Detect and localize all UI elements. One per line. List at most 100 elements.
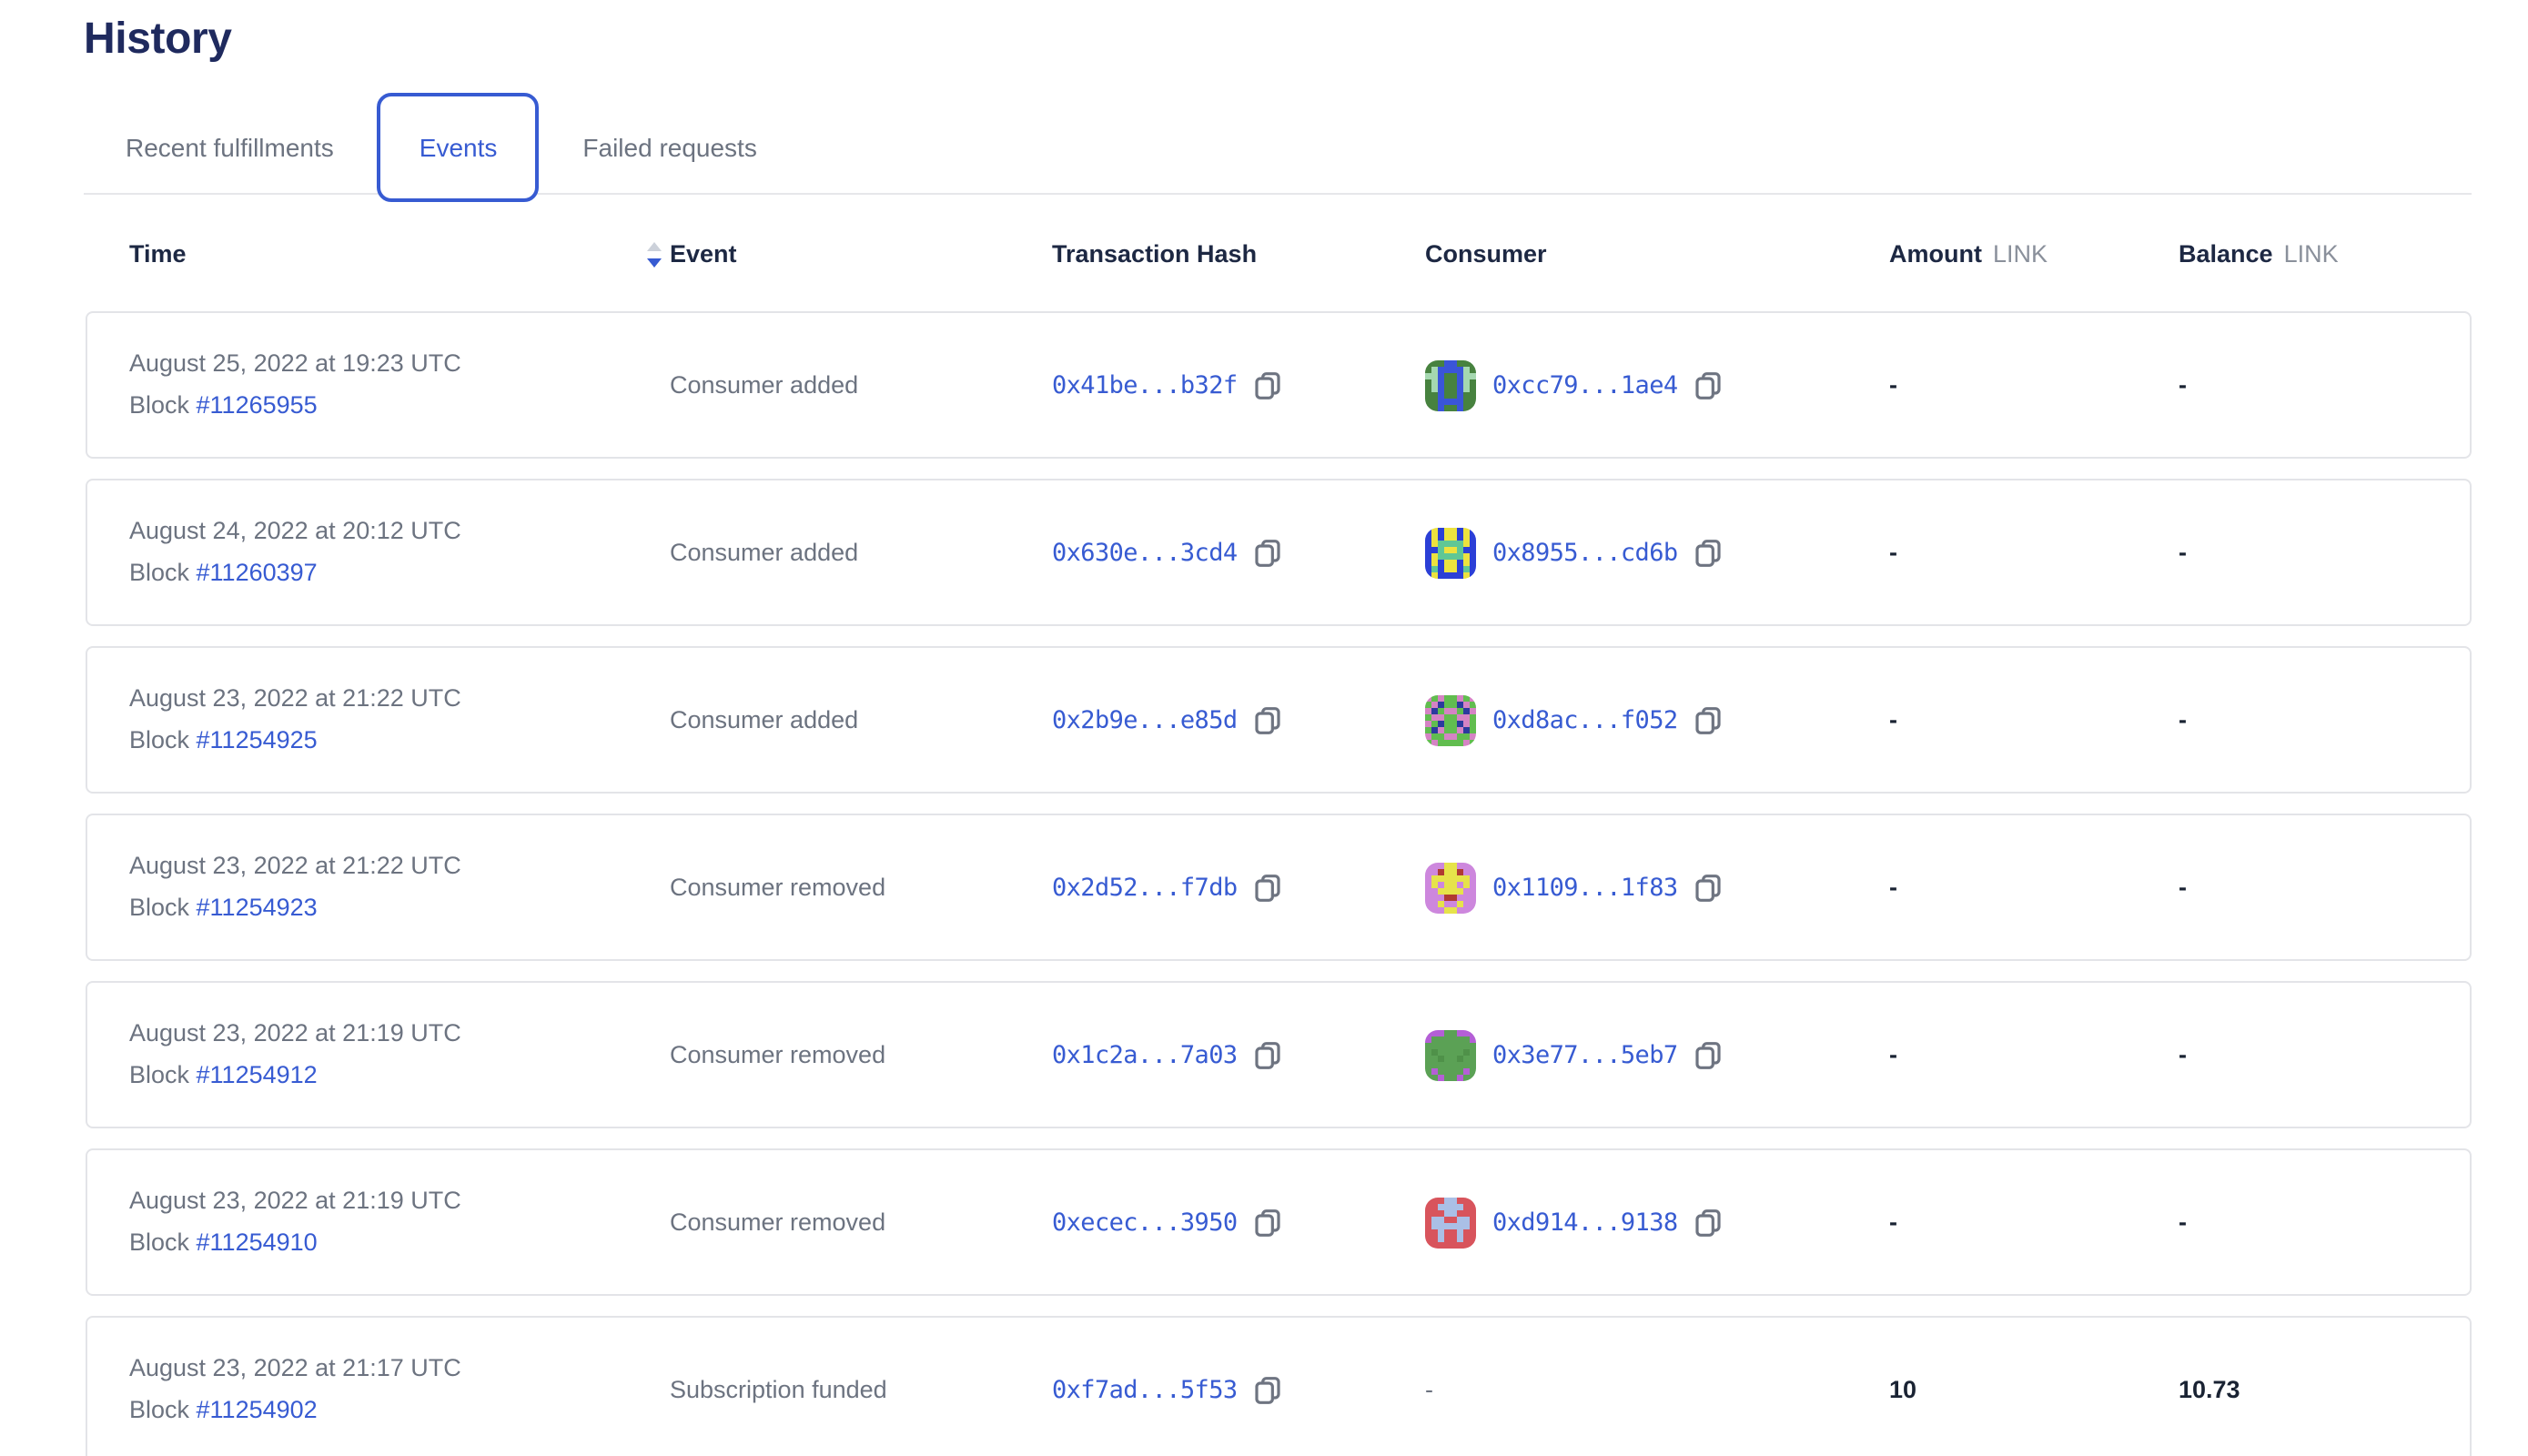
block-number-link[interactable]: #11254925 <box>196 726 318 753</box>
block-number-link[interactable]: #11254923 <box>196 894 318 921</box>
time-cell: August 23, 2022 at 21:19 UTC Block #1125… <box>129 983 670 1096</box>
transaction-hash-cell: 0x2d52...f7db <box>1052 873 1425 902</box>
block-number-link[interactable]: #11254912 <box>196 1061 318 1088</box>
consumer-cell: 0x3e77...5eb7 <box>1425 1029 1889 1080</box>
copy-icon[interactable] <box>1694 1208 1722 1237</box>
event-type: Consumer added <box>670 706 859 733</box>
copy-icon[interactable] <box>1694 873 1722 902</box>
row-timestamp: August 25, 2022 at 19:23 UTC <box>129 349 461 377</box>
row-timestamp: August 23, 2022 at 21:22 UTC <box>129 852 461 879</box>
row-timestamp: August 23, 2022 at 21:22 UTC <box>129 684 461 712</box>
transaction-hash-cell: 0xf7ad...5f53 <box>1052 1375 1425 1404</box>
copy-icon[interactable] <box>1694 370 1722 399</box>
row-timestamp: August 23, 2022 at 21:19 UTC <box>129 1187 461 1214</box>
copy-icon[interactable] <box>1254 370 1281 399</box>
consumer-cell: 0xd914...9138 <box>1425 1197 1889 1248</box>
table-row: August 23, 2022 at 21:22 UTC Block #1125… <box>86 646 2472 794</box>
column-header-transaction-hash: Transaction Hash <box>1052 240 1258 268</box>
transaction-hash-link[interactable]: 0x41be...b32f <box>1052 370 1238 399</box>
table-row: August 23, 2022 at 21:22 UTC Block #1125… <box>86 814 2472 961</box>
table-row: August 24, 2022 at 20:12 UTC Block #1126… <box>86 479 2472 626</box>
consumer-address-link[interactable]: 0xd8ac...f052 <box>1492 705 1678 734</box>
transaction-hash-link[interactable]: 0x630e...3cd4 <box>1052 538 1238 567</box>
event-type: Subscription funded <box>670 1376 887 1403</box>
table-row: August 23, 2022 at 21:17 UTC Block #1125… <box>86 1316 2472 1456</box>
event-type: Consumer removed <box>670 1041 886 1068</box>
balance-value: - <box>2179 1208 2187 1236</box>
copy-icon[interactable] <box>1694 705 1722 734</box>
transaction-hash-cell: 0x41be...b32f <box>1052 370 1425 399</box>
copy-icon[interactable] <box>1694 538 1722 567</box>
column-header-time[interactable]: Time <box>129 240 670 268</box>
transaction-hash-link[interactable]: 0x2d52...f7db <box>1052 873 1238 902</box>
block-number-link[interactable]: #11265955 <box>196 391 318 419</box>
balance-value: - <box>2179 874 2187 901</box>
consumer-identicon <box>1425 1197 1476 1248</box>
table-header: Time Event Transaction Hash Consumer Amo… <box>87 240 2470 268</box>
copy-icon[interactable] <box>1254 1208 1281 1237</box>
transaction-hash-cell: 0x1c2a...7a03 <box>1052 1040 1425 1069</box>
block-number-link[interactable]: #11254910 <box>196 1228 318 1256</box>
balance-unit-label: LINK <box>2283 240 2339 268</box>
consumer-identicon <box>1425 1029 1476 1080</box>
consumer-identicon <box>1425 359 1476 410</box>
column-header-amount: Amount LINK <box>1889 240 2048 268</box>
amount-value: - <box>1889 1041 1897 1068</box>
consumer-cell: 0xcc79...1ae4 <box>1425 359 1889 410</box>
copy-icon[interactable] <box>1254 1040 1281 1069</box>
time-cell: August 23, 2022 at 21:22 UTC Block #1125… <box>129 815 670 928</box>
transaction-hash-link[interactable]: 0x2b9e...e85d <box>1052 705 1238 734</box>
amount-value: 10 <box>1889 1376 1917 1403</box>
table-row: August 23, 2022 at 21:19 UTC Block #1125… <box>86 1148 2472 1296</box>
consumer-address-link[interactable]: 0x1109...1f83 <box>1492 873 1678 902</box>
transaction-hash-cell: 0x2b9e...e85d <box>1052 705 1425 734</box>
tab-recent-fulfillments[interactable]: Recent fulfillments <box>126 133 334 162</box>
consumer-identicon <box>1425 862 1476 913</box>
consumer-identicon <box>1425 527 1476 578</box>
amount-unit-label: LINK <box>1993 240 2048 268</box>
tab-failed-requests[interactable]: Failed requests <box>582 133 757 162</box>
event-type: Consumer removed <box>670 1208 886 1236</box>
transaction-hash-link[interactable]: 0xf7ad...5f53 <box>1052 1375 1238 1404</box>
block-number-link[interactable]: #11254902 <box>196 1396 318 1423</box>
tabs-divider <box>84 193 2472 195</box>
time-cell: August 25, 2022 at 19:23 UTC Block #1126… <box>129 313 670 426</box>
time-cell: August 23, 2022 at 21:22 UTC Block #1125… <box>129 648 670 761</box>
events-table-rows: August 25, 2022 at 19:23 UTC Block #1126… <box>86 311 2472 1456</box>
balance-value: - <box>2179 371 2187 399</box>
block-number-link[interactable]: #11260397 <box>196 559 318 586</box>
column-header-event: Event <box>670 240 737 268</box>
history-tabs: Recent fulfillments Events Failed requests <box>84 91 2528 204</box>
consumer-address-link[interactable]: 0xd914...9138 <box>1492 1208 1678 1237</box>
row-timestamp: August 23, 2022 at 21:19 UTC <box>129 1019 461 1046</box>
row-timestamp: August 24, 2022 at 20:12 UTC <box>129 517 461 544</box>
consumer-address-link[interactable]: 0x3e77...5eb7 <box>1492 1040 1678 1069</box>
block-label: Block <box>129 1228 197 1256</box>
copy-icon[interactable] <box>1254 1375 1281 1404</box>
copy-icon[interactable] <box>1254 705 1281 734</box>
copy-icon[interactable] <box>1694 1040 1722 1069</box>
amount-value: - <box>1889 1208 1897 1236</box>
transaction-hash-link[interactable]: 0xecec...3950 <box>1052 1208 1238 1237</box>
sort-descending-icon[interactable] <box>646 241 662 267</box>
transaction-hash-cell: 0xecec...3950 <box>1052 1208 1425 1237</box>
tab-events[interactable]: Events <box>377 93 540 202</box>
block-label: Block <box>129 726 197 753</box>
amount-value: - <box>1889 371 1897 399</box>
consumer-address-link[interactable]: 0x8955...cd6b <box>1492 538 1678 567</box>
copy-icon[interactable] <box>1254 538 1281 567</box>
time-cell: August 23, 2022 at 21:19 UTC Block #1125… <box>129 1150 670 1263</box>
consumer-cell: - <box>1425 1376 1889 1403</box>
consumer-identicon <box>1425 694 1476 745</box>
copy-icon[interactable] <box>1254 873 1281 902</box>
column-header-balance: Balance LINK <box>2179 240 2339 268</box>
amount-value: - <box>1889 874 1897 901</box>
consumer-address-link[interactable]: 0xcc79...1ae4 <box>1492 370 1678 399</box>
amount-value: - <box>1889 706 1897 733</box>
page-title: History <box>84 15 232 64</box>
row-timestamp: August 23, 2022 at 21:17 UTC <box>129 1354 461 1381</box>
block-label: Block <box>129 1061 197 1088</box>
transaction-hash-link[interactable]: 0x1c2a...7a03 <box>1052 1040 1238 1069</box>
column-header-time-label: Time <box>129 240 187 268</box>
